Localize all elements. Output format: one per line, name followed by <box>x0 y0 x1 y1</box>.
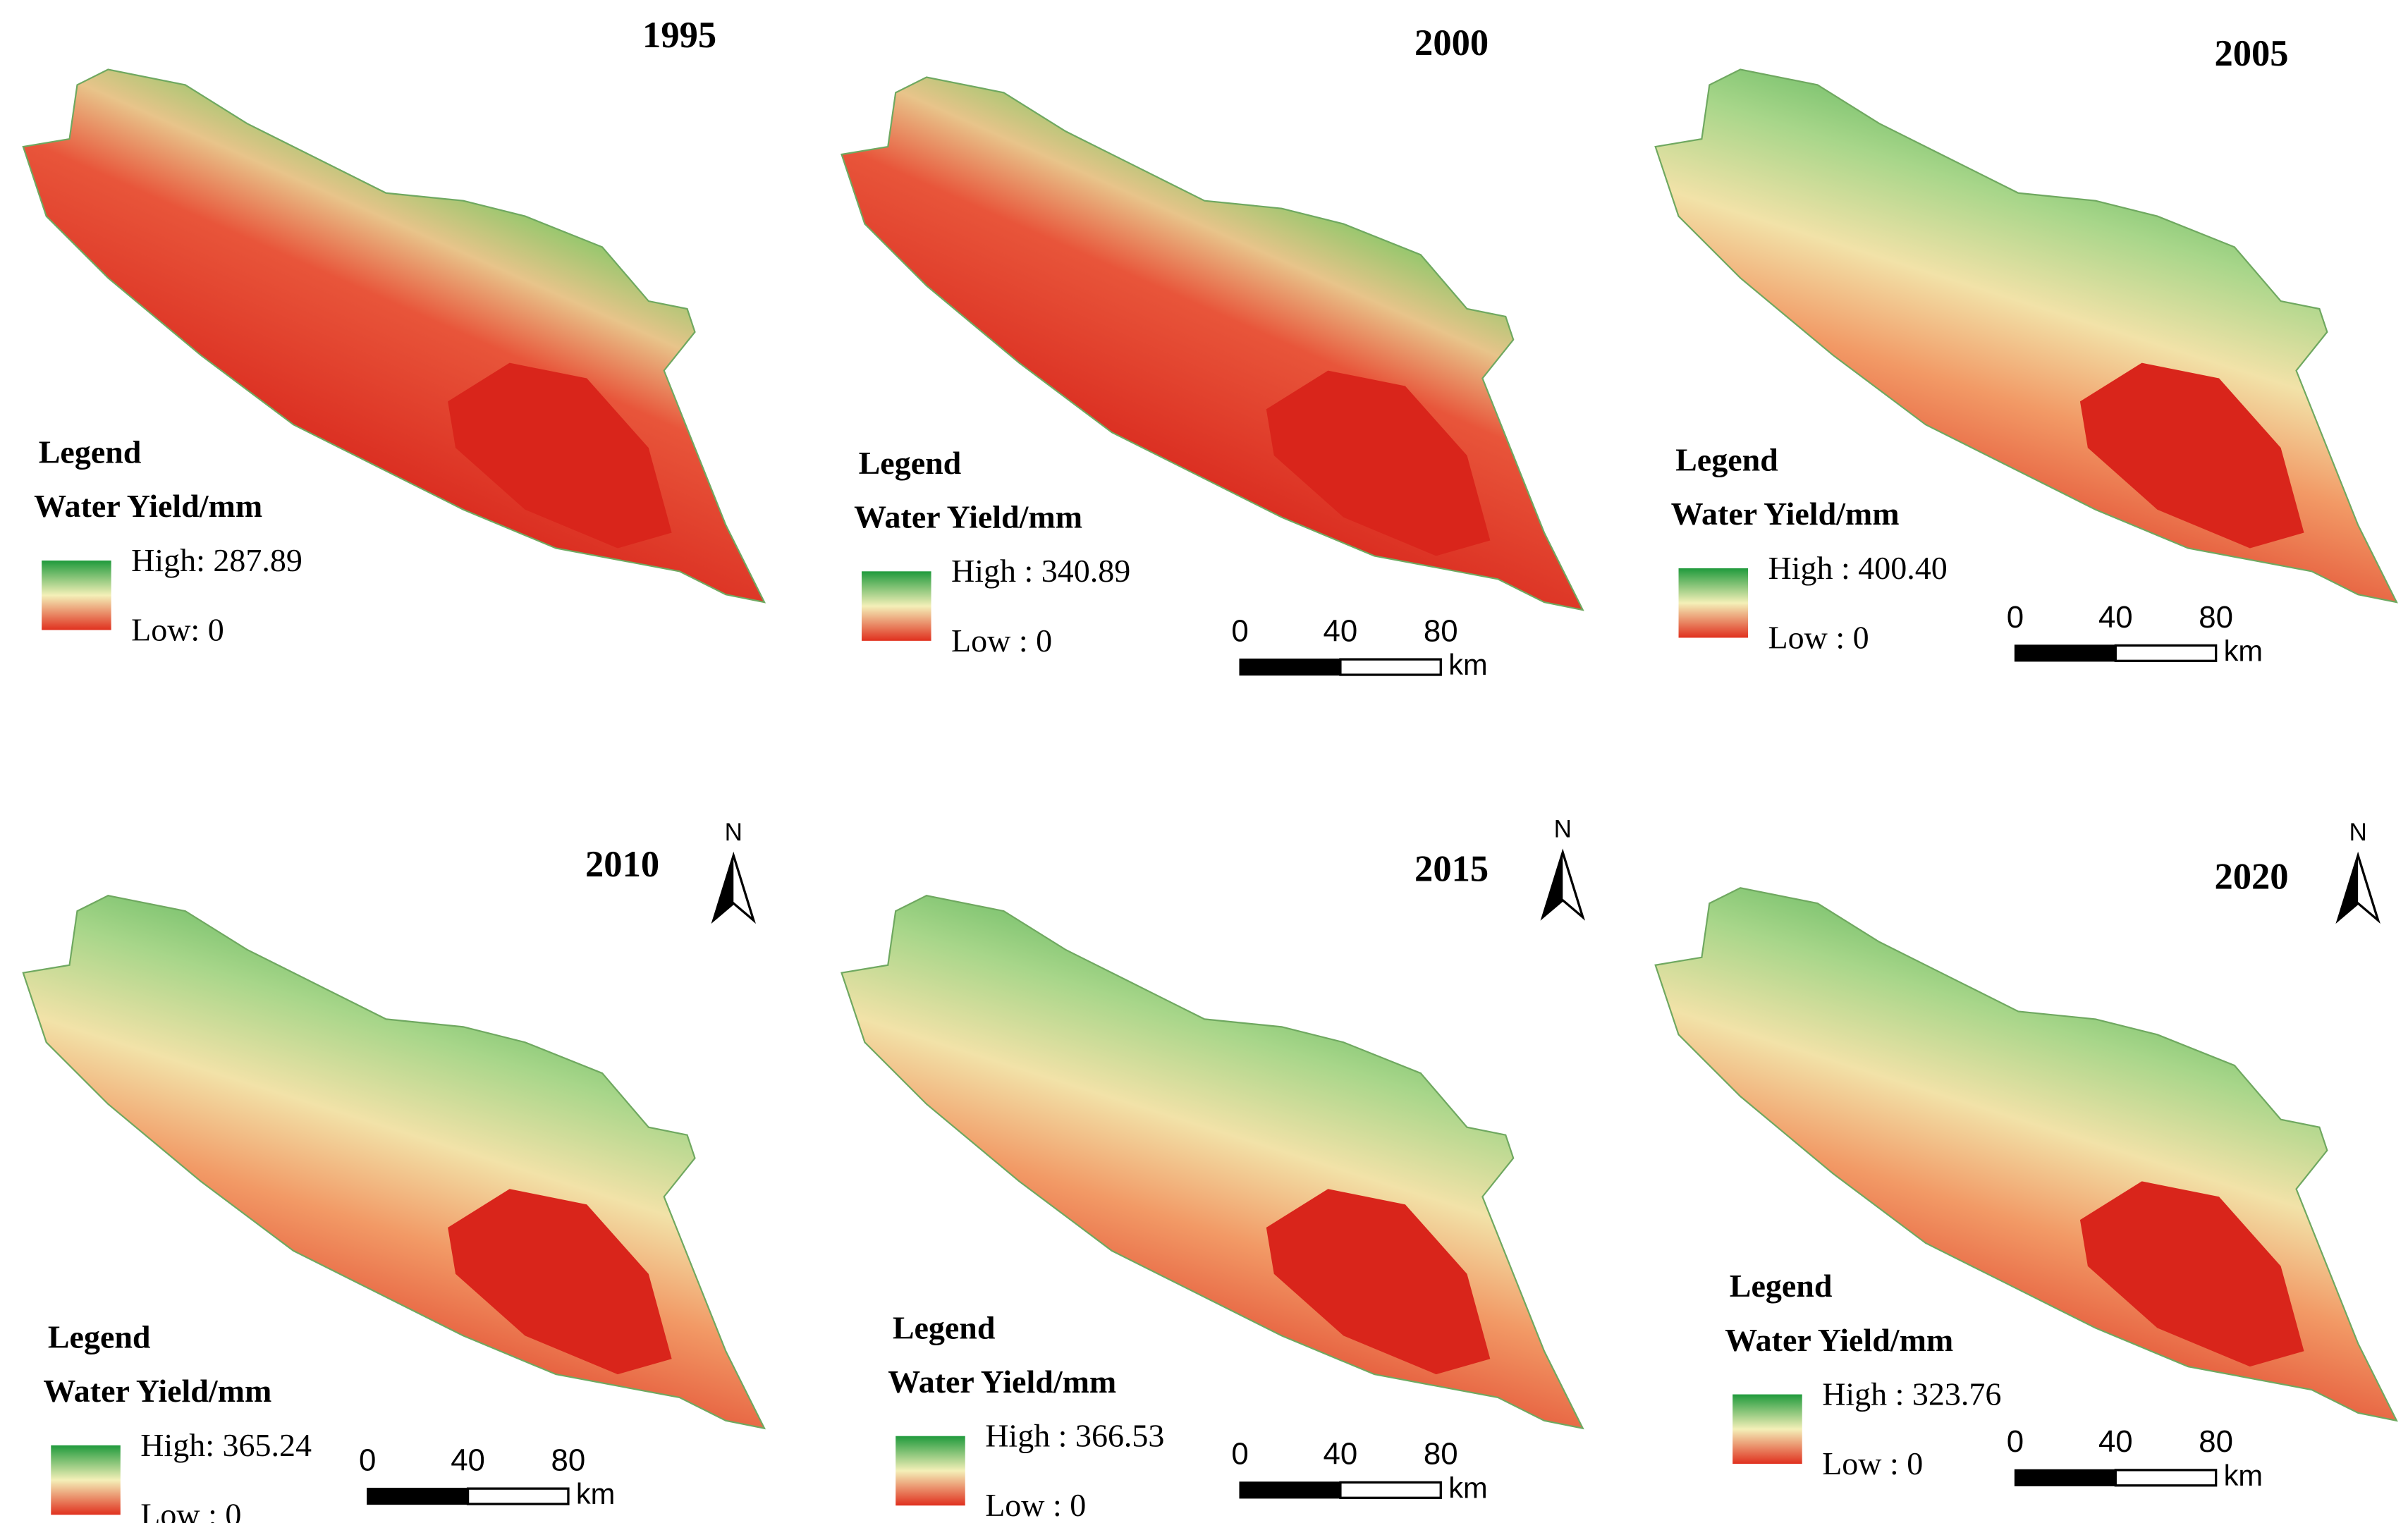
figure-content: 1995 Legend Water Yield/mm High: 287.89 Low:… <box>22 15 2397 1523</box>
legend-high: High : 323.76 <box>1822 1376 2001 1412</box>
legend-color-ramp <box>51 1445 121 1515</box>
scale-unit: km <box>2224 634 2263 667</box>
scale-tick-label: 80 <box>1424 613 1458 648</box>
scale-tick-label: 80 <box>1424 1437 1458 1472</box>
scale-bar-dark <box>2014 1469 2117 1486</box>
legend-low: Low : 0 <box>1822 1445 1923 1481</box>
legend-color-ramp <box>896 1436 965 1506</box>
legend-color-ramp <box>1678 568 1749 638</box>
north-label: N <box>2349 819 2366 846</box>
scale-unit: km <box>2224 1459 2263 1492</box>
north-arrow-fill <box>713 855 734 921</box>
legend-title: Legend <box>893 1309 996 1345</box>
scale-bar-light <box>2114 1469 2218 1487</box>
scale-bar-light <box>1339 658 1442 676</box>
legend-color-ramp <box>862 571 931 641</box>
legend-subtitle: Water Yield/mm <box>1671 496 1900 532</box>
map-panel: 2000 Legend Water Yield/mm High : 340.89 Low… <box>841 23 1584 681</box>
scale-unit: km <box>1448 1471 1487 1504</box>
legend-low: Low : 0 <box>140 1496 241 1523</box>
scale-bar-light <box>466 1487 570 1505</box>
legend-color-ramp <box>1732 1394 1802 1464</box>
scale-unit: km <box>576 1477 615 1510</box>
scale-tick-label: 0 <box>1231 613 1248 648</box>
legend-high: High: 287.89 <box>131 542 302 578</box>
legend-high: High : 340.89 <box>951 553 1130 589</box>
legend-subtitle: Water Yield/mm <box>34 488 262 524</box>
scale-tick-label: 40 <box>451 1443 485 1477</box>
legend-high: High : 400.40 <box>1768 550 1948 586</box>
scale-bar-dark <box>1239 1481 1342 1499</box>
legend-color-ramp <box>42 560 111 630</box>
scale-bar-dark <box>2014 644 2117 662</box>
scale-tick-label: 80 <box>2199 1424 2233 1459</box>
legend-high: High: 365.24 <box>140 1427 312 1463</box>
map-panel: 2015 Legend Water Yield/mm High : 366.53 Low… <box>841 815 1585 1523</box>
scale-tick-label: 80 <box>551 1443 586 1477</box>
legend-high: High : 366.53 <box>985 1418 1164 1454</box>
north-label: N <box>1554 815 1572 843</box>
scale-tick-label: 40 <box>1324 1437 1358 1472</box>
scale-bar-dark <box>1239 659 1342 676</box>
legend-low: Low : 0 <box>1768 619 1869 655</box>
legend-low: Low : 0 <box>985 1487 1086 1523</box>
scale-tick-label: 0 <box>2007 1424 2024 1459</box>
legend-subtitle: Water Yield/mm <box>854 499 1082 535</box>
year-title: 2000 <box>1414 23 1489 63</box>
legend-low: Low : 0 <box>951 623 1052 659</box>
year-title: 2005 <box>2214 33 2288 74</box>
scale-bar-light <box>2114 644 2218 662</box>
legend-title: Legend <box>1730 1268 1833 1304</box>
legend-title: Legend <box>48 1319 151 1354</box>
scale-tick-label: 0 <box>2007 600 2024 635</box>
map-panel: 2010 Legend Water Yield/mm High: 365.24 Low … <box>22 819 766 1523</box>
basin-map <box>841 895 1584 1429</box>
legend-subtitle: Water Yield/mm <box>888 1364 1116 1400</box>
year-title: 2010 <box>585 844 659 885</box>
map-panel: 2020 Legend Water Yield/mm High : 323.76 Low… <box>1654 819 2397 1492</box>
scale-tick-label: 40 <box>1324 613 1358 648</box>
legend-low: Low: 0 <box>131 611 224 647</box>
scale-tick-label: 0 <box>1231 1437 1248 1472</box>
year-title: 1995 <box>642 15 716 56</box>
legend-title: Legend <box>39 434 142 470</box>
map-panel: 2005 Legend Water Yield/mm High : 400.40 Low… <box>1654 33 2397 667</box>
legend-subtitle: Water Yield/mm <box>43 1373 271 1409</box>
scale-tick-label: 40 <box>2098 600 2133 635</box>
year-title: 2015 <box>1414 848 1489 889</box>
year-title: 2020 <box>2214 856 2288 897</box>
scale-unit: km <box>1448 648 1487 681</box>
north-label: N <box>725 819 742 846</box>
scale-tick-label: 40 <box>2098 1424 2133 1459</box>
legend-title: Legend <box>1675 442 1778 478</box>
north-arrow-fill <box>2337 855 2359 921</box>
scale-bar-light <box>1339 1481 1442 1499</box>
legend-subtitle: Water Yield/mm <box>1725 1322 1953 1358</box>
map-panel: 1995 Legend Water Yield/mm High: 287.89 Low:… <box>22 15 766 647</box>
scale-tick-label: 80 <box>2199 600 2233 635</box>
scale-tick-label: 0 <box>359 1443 376 1477</box>
scale-bar-dark <box>367 1488 469 1505</box>
legend-title: Legend <box>859 445 962 481</box>
